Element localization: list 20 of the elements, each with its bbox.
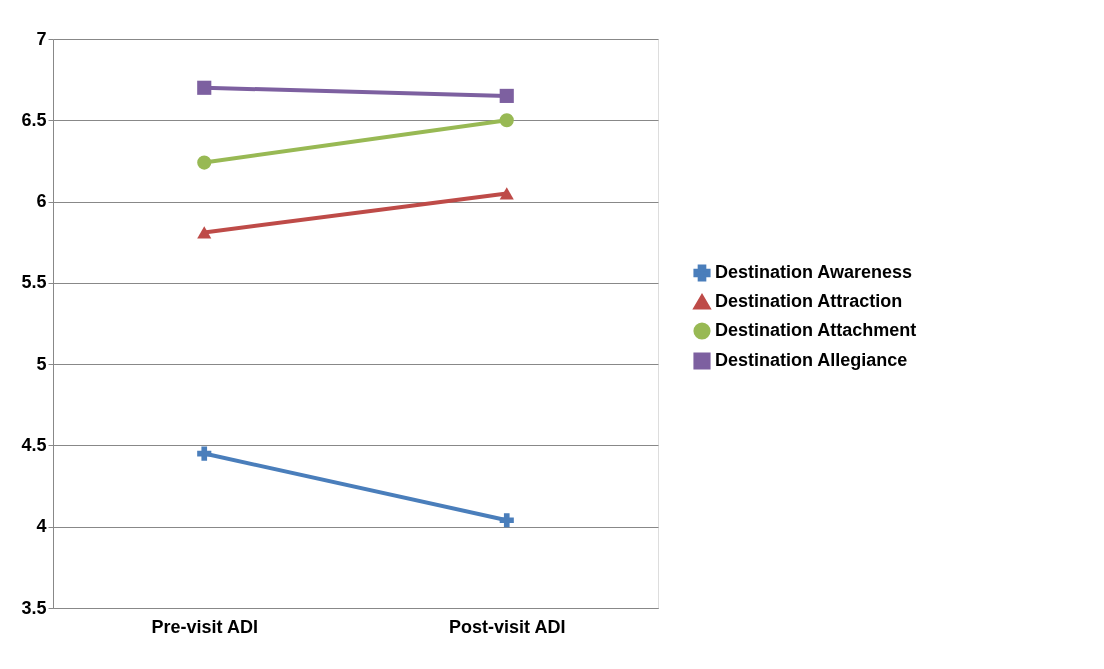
y-tick-label: 7 [36, 28, 47, 49]
x-tick-label: Post-visit ADI [449, 616, 566, 637]
y-tick-label: 4 [36, 516, 47, 537]
point [197, 446, 212, 461]
legend-label: Destination Attraction [715, 291, 903, 311]
point [499, 113, 514, 128]
point [499, 513, 514, 528]
y-tick-label: 6 [36, 191, 47, 212]
legend-label: Destination Awareness [715, 262, 913, 282]
y-tick-label: 6.5 [21, 109, 47, 130]
y-tick-label: 5 [36, 353, 47, 374]
x-tick-label: Pre-visit ADI [151, 616, 258, 637]
y-tick-label: 4.5 [21, 434, 47, 455]
y-tick-label: 5.5 [21, 272, 47, 293]
point [499, 88, 514, 103]
legend-label: Destination Allegiance [715, 350, 908, 370]
legend-label: Destination Attachment [715, 320, 917, 340]
point [197, 80, 212, 95]
y-tick-label: 3.5 [21, 597, 47, 618]
point [197, 155, 212, 170]
